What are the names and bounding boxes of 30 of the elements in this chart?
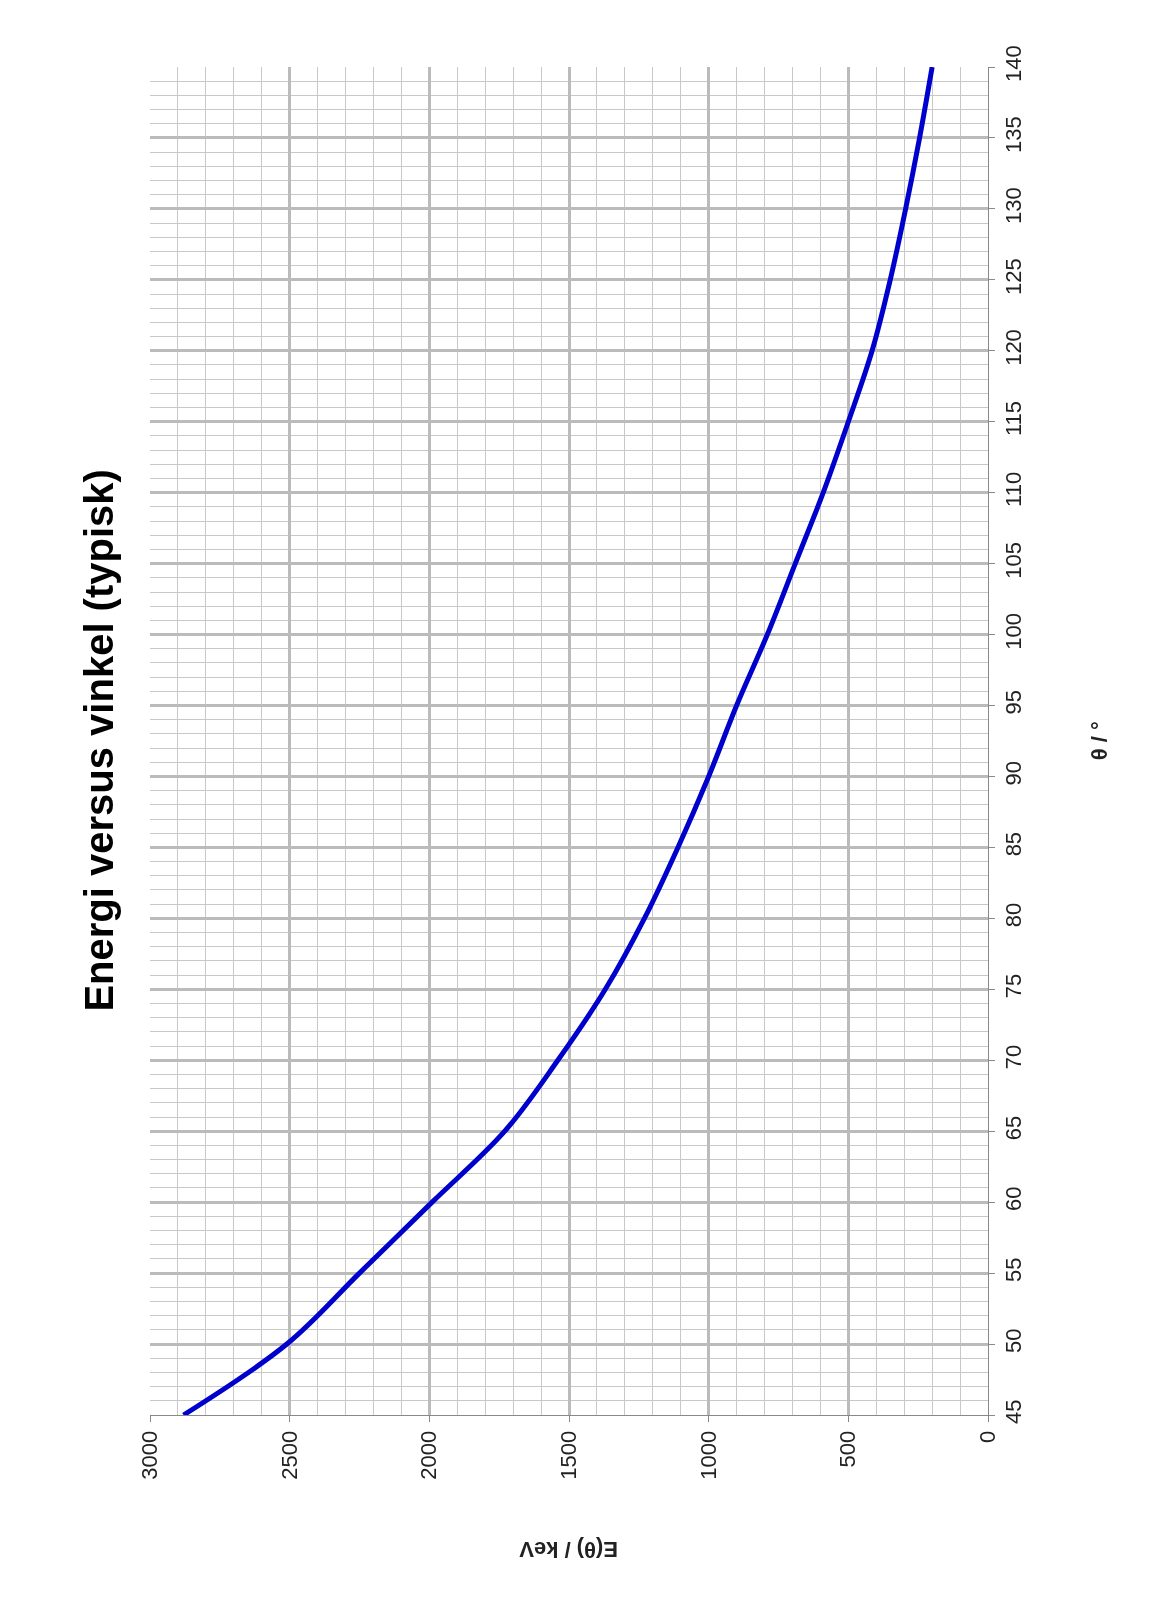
y-tick-label: 55	[1001, 1257, 1027, 1283]
y-tick-label: 110	[1001, 471, 1027, 507]
x-tick-label: 2000	[416, 1430, 442, 1480]
y-tick-label: 100	[1001, 612, 1027, 650]
y-tick-label: 50	[1001, 1328, 1027, 1353]
x-tick-label: 1500	[556, 1430, 582, 1480]
y-tick-label: 140	[1001, 45, 1027, 83]
y-tick-label: 90	[1001, 760, 1027, 786]
y-axis-title: θ / °	[1087, 721, 1113, 761]
y-tick-label: 95	[1001, 689, 1027, 715]
y-tick-label: 135	[1001, 116, 1027, 154]
x-tick-label: 0	[975, 1430, 1001, 1444]
y-tick-label: 115	[1001, 400, 1027, 436]
text: Energi versus vinkel (typisk)	[76, 469, 121, 1012]
y-tick-label: 60	[1001, 1186, 1027, 1212]
y-tick-label: 80	[1001, 902, 1027, 928]
x-tick-label: 2500	[276, 1430, 302, 1480]
y-tick-label: 70	[1001, 1044, 1027, 1070]
y-tick-label: 120	[1001, 329, 1027, 366]
y-tick-label: 65	[1001, 1115, 1027, 1141]
y-tick-label: 125	[1001, 258, 1027, 295]
x-axis-title: E(θ) / keV	[518, 1536, 618, 1562]
y-tick-label: 130	[1001, 187, 1027, 224]
y-tick-label: 75	[1001, 973, 1027, 999]
x-tick-label: 1000	[695, 1430, 721, 1480]
y-tick-label: 105	[1001, 541, 1027, 579]
y-tick-label: 85	[1001, 831, 1027, 857]
x-tick-label: 3000	[137, 1430, 163, 1480]
y-tick-label: 45	[1001, 1399, 1027, 1424]
x-tick-label: 500	[835, 1430, 861, 1468]
